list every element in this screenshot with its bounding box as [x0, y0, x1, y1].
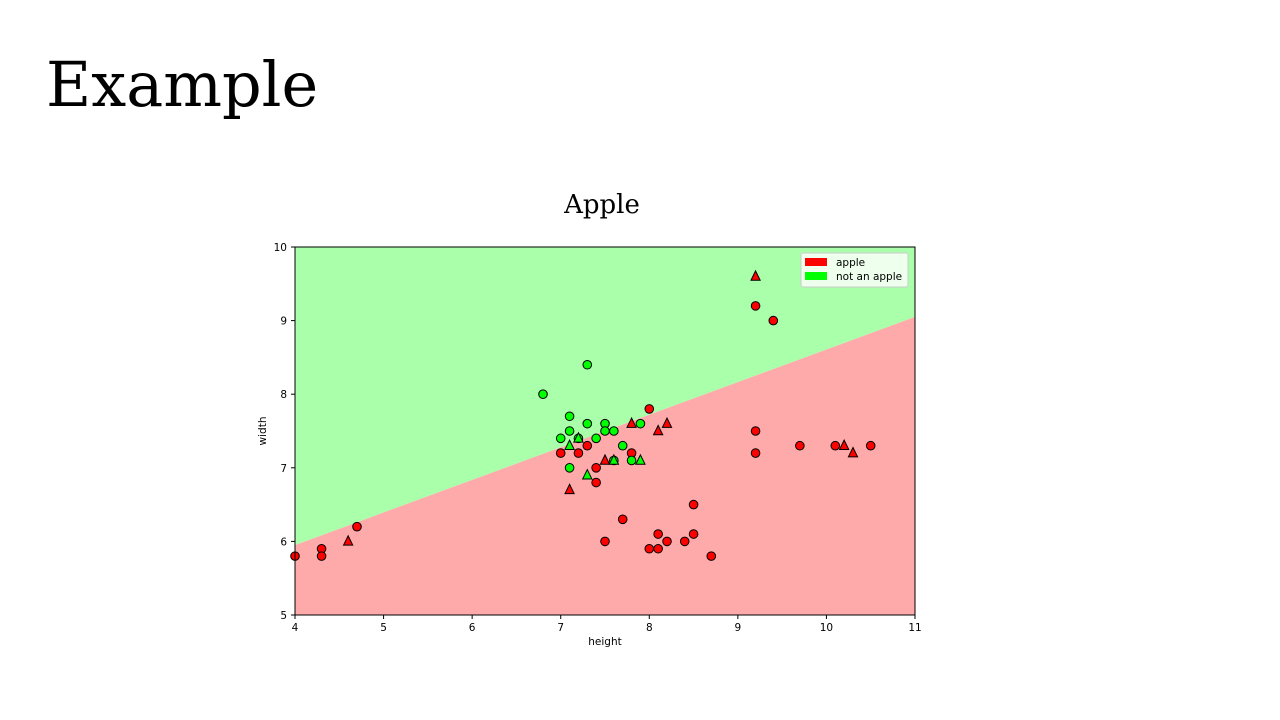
legend-label: not an apple: [836, 271, 902, 283]
not-apple-triangle-point: [564, 439, 575, 450]
y-tick-label: 8: [280, 389, 287, 401]
apple-circle-point: [750, 301, 761, 311]
apple-triangle-point: [750, 269, 761, 281]
not-apple-circle-point: [591, 433, 601, 444]
plot-frame: [294, 246, 916, 616]
not-apple-region: [295, 247, 915, 546]
x-axis-label: height: [588, 636, 621, 648]
legend-box: [800, 252, 909, 288]
apple-circle-point: [653, 529, 663, 539]
x-tick-label: 5: [380, 622, 387, 634]
not-apple-circle-point: [555, 433, 566, 444]
apple-circle-point: [591, 463, 601, 473]
x-tick-label: 6: [469, 622, 476, 634]
not-apple-triangle-point: [635, 453, 646, 465]
apple-triangle-point: [626, 416, 637, 428]
not-apple-circle-point: [617, 440, 628, 451]
apple-circle-point: [555, 448, 566, 458]
apple-circle-point: [688, 529, 699, 539]
legend-label: apple: [836, 257, 865, 269]
data-points: [290, 269, 876, 561]
decision-regions: [295, 247, 915, 615]
apple-circle-point: [316, 551, 327, 561]
not-apple-circle-point: [600, 426, 610, 436]
not-apple-triangle-point: [581, 468, 593, 480]
apple-circle-point: [644, 404, 655, 414]
y-tick-label: 6: [280, 536, 287, 548]
not-apple-circle-point: [626, 455, 637, 466]
y-tick-label: 9: [280, 316, 287, 328]
apple-circle-point: [795, 440, 805, 451]
apple-circle-point: [688, 499, 699, 510]
not-apple-circle-point: [564, 463, 575, 473]
apple-triangle-point: [838, 439, 850, 450]
slide-title: Example: [46, 48, 319, 121]
y-axis-label: width: [257, 417, 269, 446]
x-tick-label: 7: [557, 622, 564, 634]
apple-circle-point: [352, 521, 362, 532]
apple-circle-point: [617, 514, 628, 525]
apple-triangle-point: [564, 483, 575, 495]
not-apple-circle-point: [582, 418, 593, 429]
apple-circle-point: [644, 543, 655, 554]
apple-circle-point: [750, 448, 761, 458]
not-apple-triangle-point: [608, 453, 620, 465]
not-apple-circle-point: [635, 418, 646, 429]
apple-circle-point: [591, 477, 601, 488]
apple-circle-point: [679, 536, 690, 547]
axes: [291, 246, 916, 619]
not-apple-circle-point: [538, 389, 548, 400]
apple-circle-point: [768, 315, 779, 326]
apple-circle-point: [830, 440, 841, 451]
apple-circle-point: [706, 551, 717, 561]
x-tick-label: 9: [735, 622, 742, 634]
y-tick-label: 5: [280, 610, 287, 622]
apple-circle-point: [600, 536, 610, 547]
apple-triangle-point: [661, 416, 673, 428]
chart-title: Apple: [564, 190, 640, 220]
apple-region: [295, 316, 915, 615]
x-tick-label: 8: [646, 622, 653, 634]
not-apple-circle-point: [564, 411, 575, 422]
legend-swatch: [805, 272, 827, 280]
apple-circle-point: [865, 440, 876, 451]
not-apple-circle-point: [609, 426, 619, 436]
y-tick-label: 7: [280, 463, 287, 475]
apple-triangle-point: [342, 534, 354, 546]
x-tick-label: 4: [292, 622, 299, 634]
x-tick-label: 10: [820, 622, 833, 634]
apple-circle-point: [582, 440, 593, 451]
x-tick-label: 11: [908, 622, 921, 634]
apple-triangle-point: [599, 453, 611, 465]
apple-circle-point: [653, 543, 663, 554]
not-apple-circle-point: [564, 426, 575, 436]
apple-triangle-point: [652, 424, 664, 436]
not-apple-triangle-point: [573, 431, 584, 443]
not-apple-circle-point: [582, 359, 593, 370]
y-tick-label: 10: [274, 242, 287, 254]
apple-circle-point: [662, 536, 672, 547]
legend: apple not an apple: [800, 252, 909, 288]
apple-circle-point: [750, 426, 761, 436]
apple-triangle-point: [847, 446, 859, 458]
legend-swatch: [805, 258, 827, 266]
apple-circle-point: [573, 448, 584, 458]
